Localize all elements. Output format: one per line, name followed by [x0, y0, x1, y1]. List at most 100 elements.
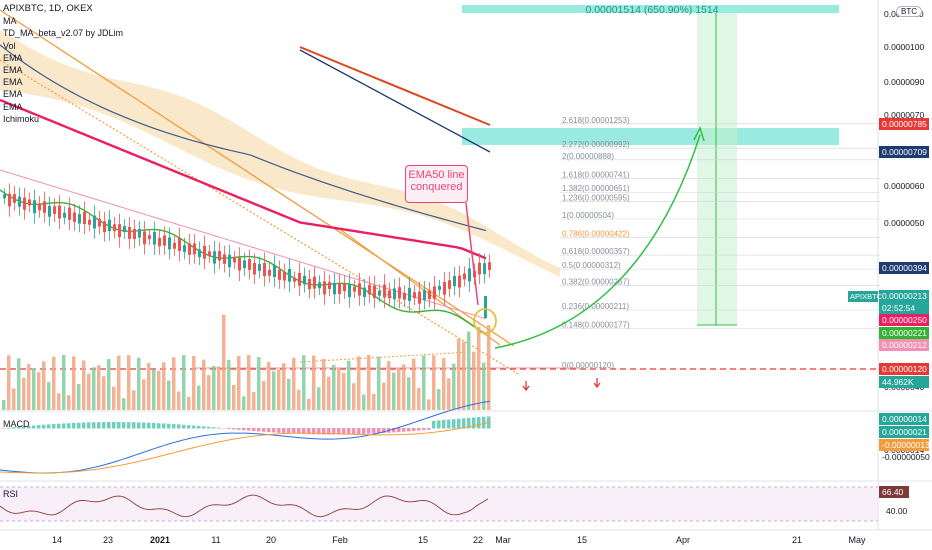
candle-body: [178, 237, 181, 251]
volume-bar: [447, 378, 451, 410]
volume-bar: [457, 338, 461, 410]
candle-body: [403, 292, 406, 300]
rsi-line: [0, 494, 489, 518]
macd-bar: [87, 422, 91, 429]
candle-body: [263, 263, 266, 277]
candle-body: [243, 260, 246, 269]
legend-item[interactable]: EMA: [3, 77, 23, 88]
legend-item[interactable]: EMA: [3, 65, 23, 76]
currency-badge[interactable]: BTC: [896, 6, 922, 17]
fib-label: 0.148(0.00000177): [562, 320, 630, 329]
macd-label[interactable]: MACD: [3, 419, 30, 429]
volume-bar: [17, 358, 21, 410]
macd-bar: [277, 428, 281, 433]
macd-bar: [392, 428, 396, 433]
volume-bar: [337, 367, 341, 410]
macd-bar: [27, 425, 31, 429]
candle-body: [223, 254, 226, 264]
macd-bar: [292, 428, 296, 434]
callout-pointer: [465, 202, 479, 306]
volume-bar: [292, 357, 296, 410]
macd-badge: [879, 439, 929, 451]
candle-body: [48, 205, 51, 217]
candle-body: [163, 235, 166, 246]
target-column: [697, 13, 737, 325]
target-zone: [462, 5, 839, 326]
legend-item[interactable]: Ichimoku: [3, 113, 40, 124]
volume-bar: [67, 395, 71, 410]
time-tick: 2021: [150, 535, 170, 545]
legend-item[interactable]: MA: [3, 16, 17, 27]
volume-bar: [347, 360, 351, 410]
callout-line-2: conquered: [410, 181, 463, 193]
candle-body: [218, 251, 221, 261]
legend-item[interactable]: Vol: [3, 40, 16, 51]
macd-bar: [172, 424, 176, 429]
candle-body: [358, 283, 361, 296]
macd-bar: [362, 428, 366, 434]
candle-body: [118, 224, 121, 238]
volume-bar: [287, 378, 291, 410]
volume-bar: [467, 331, 471, 410]
macd-bar: [482, 416, 486, 429]
candle-body: [28, 199, 31, 206]
macd-bar: [12, 427, 16, 429]
legend-item[interactable]: EMA: [3, 89, 23, 100]
signal-line: [0, 421, 491, 474]
ema-pink: [0, 98, 487, 260]
candle-body: [388, 290, 391, 299]
macd-bar: [212, 427, 216, 429]
macd-bar: [262, 428, 266, 432]
macd-bar: [287, 428, 291, 434]
macd-badge-text: 0.00000021: [882, 427, 927, 437]
volume-bar: [442, 358, 446, 410]
symbol-tag-text: APIXBTC: [850, 292, 883, 301]
macd-badge: [879, 413, 929, 425]
legend-title[interactable]: APIXBTC, 1D, OKEX: [3, 3, 93, 14]
macd-bar: [122, 422, 126, 429]
macd-bar: [187, 425, 191, 429]
volume-bar: [432, 355, 436, 410]
candle-body: [158, 237, 161, 247]
fibonacci-levels: 2.618(0.00001253) 2.272(0.00000992) 2(0.00…: [560, 116, 880, 370]
candle-body: [448, 280, 451, 289]
legend-item[interactable]: EMA: [3, 101, 23, 112]
candle-body: [318, 282, 321, 289]
candle-body: [38, 203, 41, 211]
macd-bar: [317, 428, 321, 435]
macd-bar: [372, 428, 376, 434]
legend-item[interactable]: TD_MA_beta_v2.07 by JDLim: [3, 28, 124, 39]
price-badge-text: 0.00000120: [882, 364, 927, 374]
price-badge: [879, 290, 929, 302]
macd-bar: [312, 428, 316, 435]
volume-bar: [402, 364, 406, 410]
time-axis[interactable]: 14 23 2021 11 20 Feb 15 22 Mar 15 Apr 21 May: [52, 535, 866, 545]
volume-bar: [382, 382, 386, 410]
macd-bar: [77, 422, 81, 429]
fib-label: 0.786(0.00000422): [562, 230, 630, 239]
price-badge-text: 0.00000394: [882, 263, 927, 273]
candle-body: [173, 242, 176, 249]
candle-body: [253, 262, 256, 275]
volume-bar: [142, 379, 146, 410]
macd-bar: [2, 428, 6, 429]
red-arrow-1: [522, 381, 530, 392]
price-axis[interactable]: 0.00001100.00001000.00000900.00000700.00…: [884, 9, 924, 455]
candle-body: [378, 290, 381, 296]
candle-body: [298, 273, 301, 286]
macd-bar: [227, 428, 231, 429]
price-tick: 0.0000070: [884, 110, 924, 120]
volume-bar: [42, 361, 46, 410]
volume-bar: [327, 376, 331, 410]
volume-bar: [62, 355, 66, 410]
candle-body: [33, 200, 36, 214]
legend-item[interactable]: EMA: [3, 52, 23, 63]
candle-body: [313, 276, 316, 289]
macd-bar: [127, 422, 131, 429]
candle-body: [88, 219, 91, 225]
volume-bar: [297, 389, 301, 410]
candle-body: [348, 284, 351, 298]
volume-bar: [272, 371, 276, 410]
rsi-label[interactable]: RSI: [3, 489, 19, 499]
